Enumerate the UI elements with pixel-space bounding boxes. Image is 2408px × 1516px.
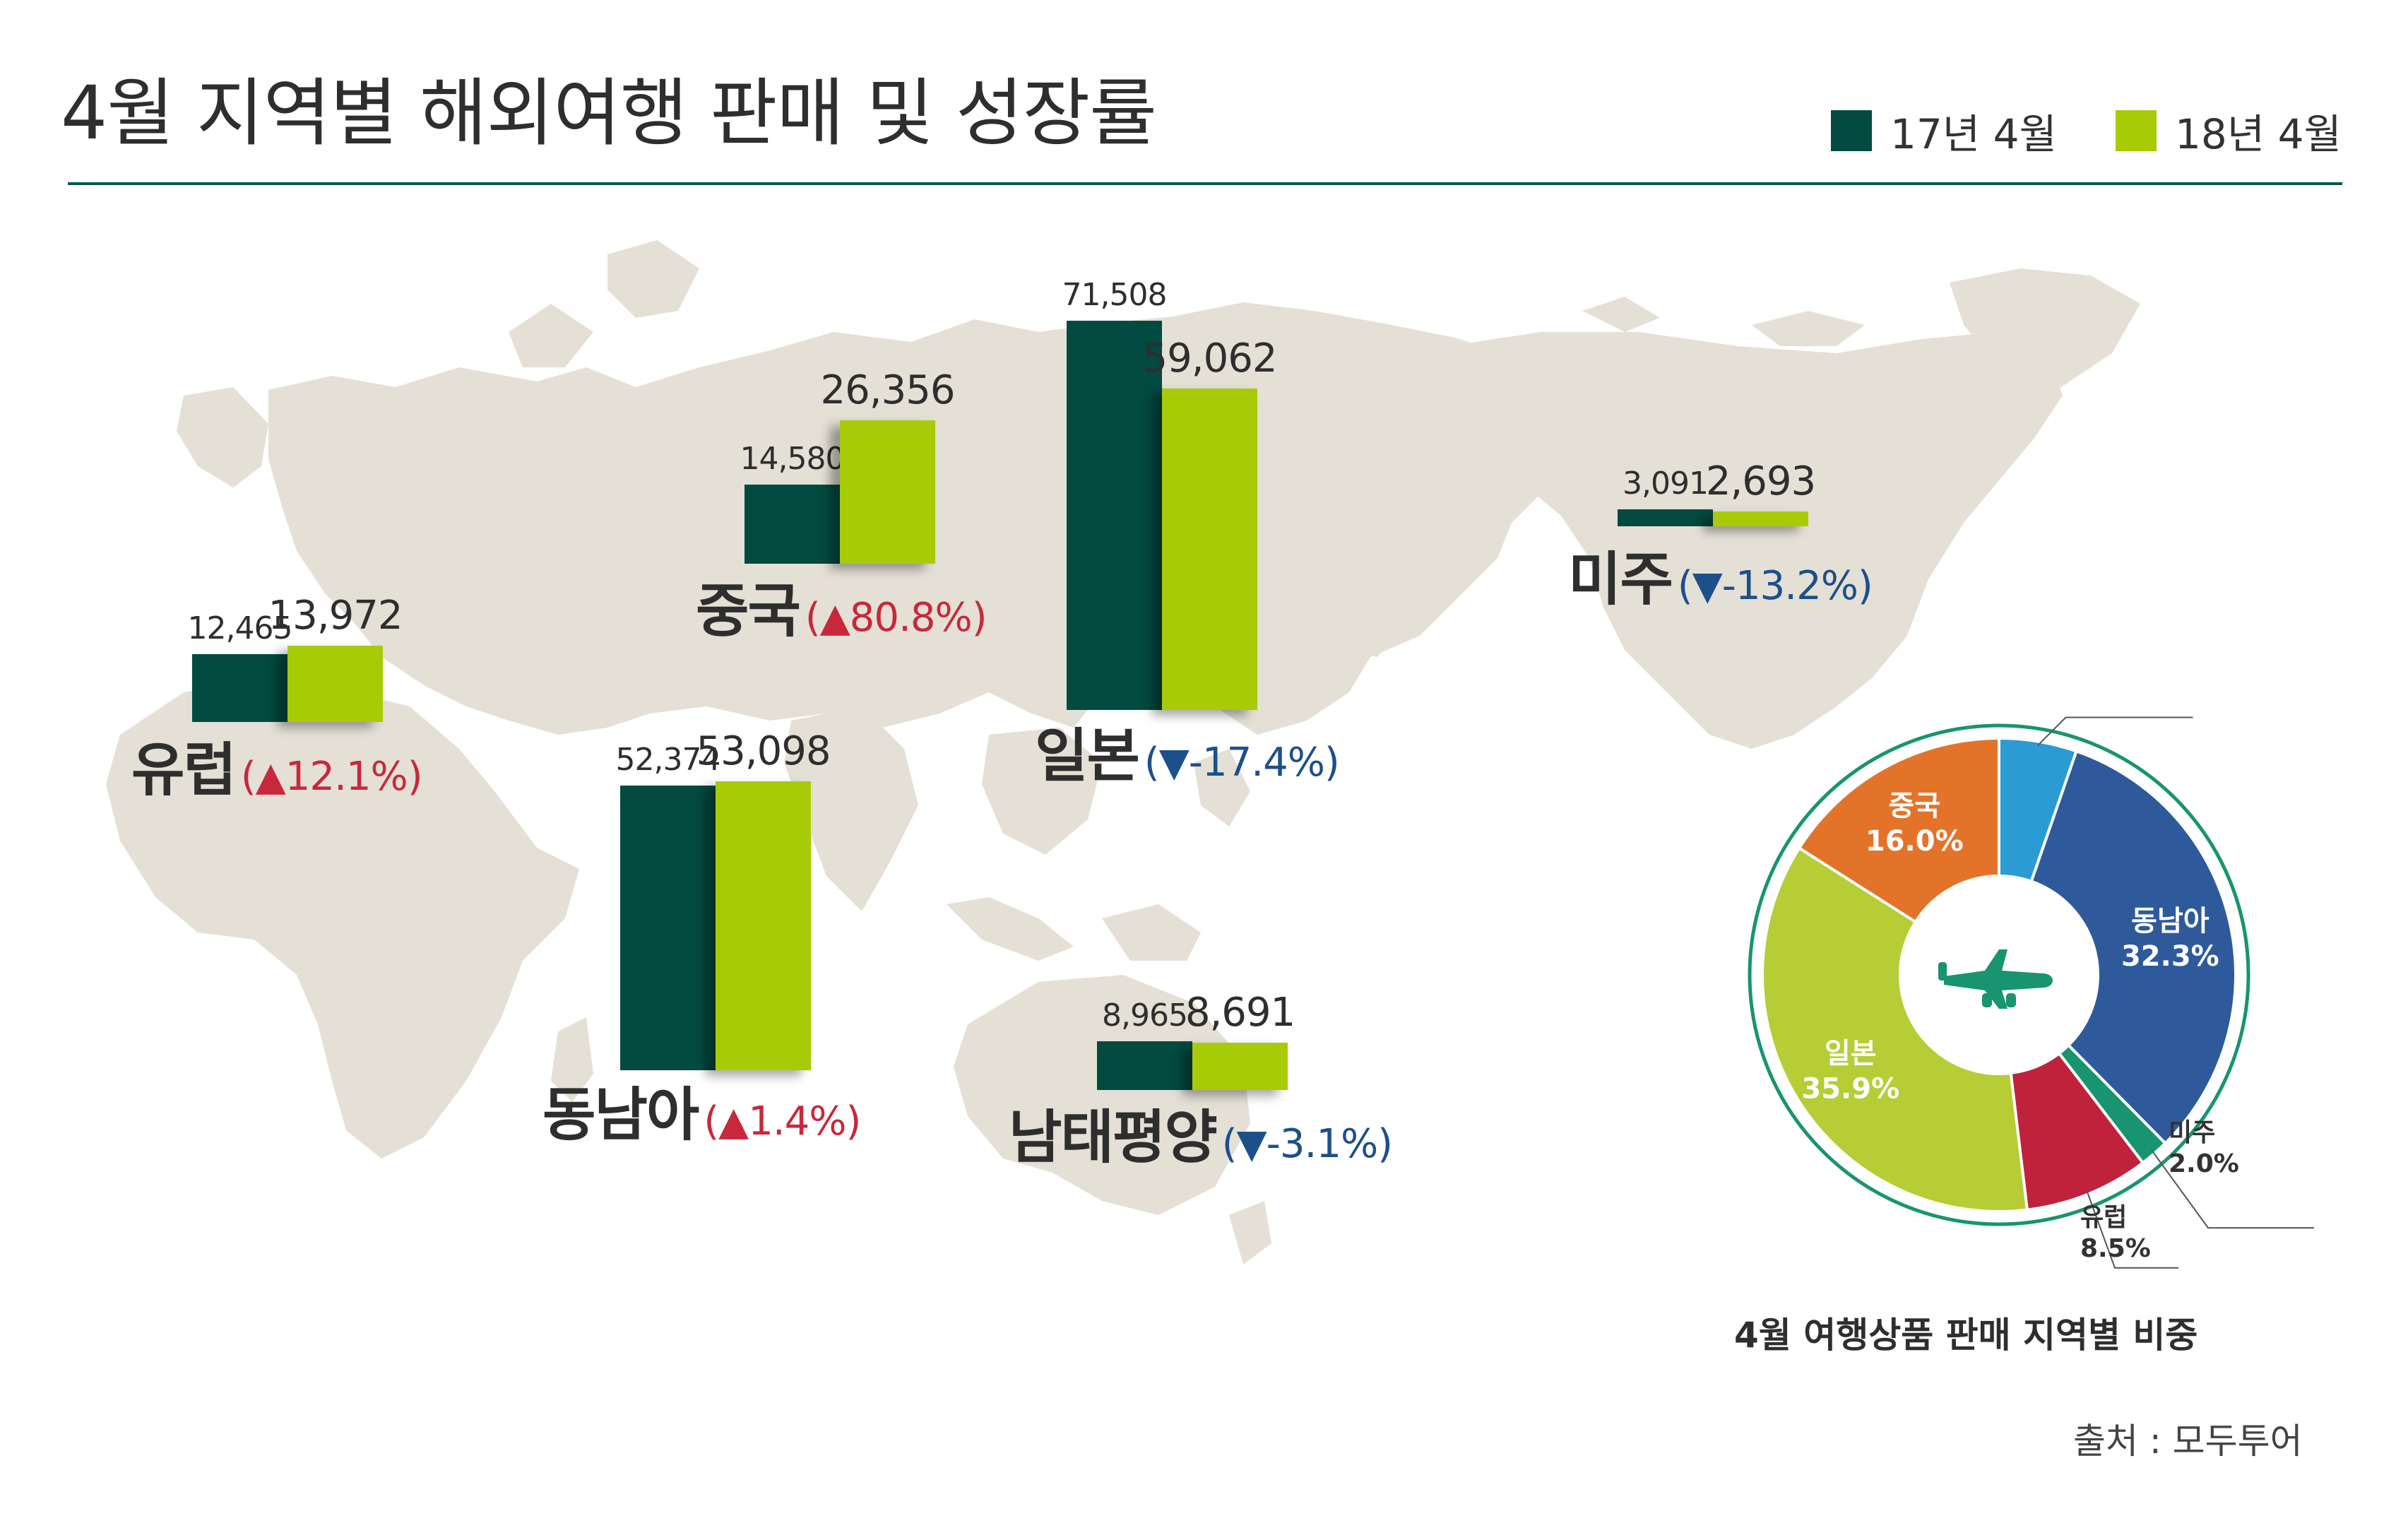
region-label-japan: 일본 (▼-17.4%) [1035, 723, 1340, 790]
bar-japan-17 [1067, 321, 1162, 710]
airplane-icon [1938, 949, 2053, 1009]
region-name-china: 중국 [696, 578, 801, 645]
value-label-china-18: 26,356 [820, 367, 956, 414]
region-name-americas: 미주 [1568, 546, 1673, 613]
bar-southeast-asia-18 [716, 781, 811, 1070]
region-label-south-pacific: 남태평양 (▼-3.1%) [1009, 1104, 1393, 1171]
bar-south-pacific-18 [1192, 1043, 1288, 1090]
region-label-americas: 미주 (▼-13.2%) [1568, 551, 1873, 609]
pie-label-value-2: 2.0% [2169, 1149, 2239, 1178]
legend-swatch-17 [1831, 110, 1872, 151]
value-label-americas-18: 2,693 [1705, 458, 1816, 505]
value-label-japan-18: 59,062 [1142, 336, 1278, 382]
bar-europe-18 [287, 646, 383, 722]
legend-swatch-18 [2116, 110, 2157, 151]
pie-leader-2 [2151, 1149, 2315, 1229]
pie-slice-1 [1997, 749, 2237, 1146]
region-name-southeast-asia: 동남아 [542, 1082, 699, 1149]
pie-leader-0 [2036, 716, 2193, 747]
pie-leader-3 [2086, 1190, 2178, 1269]
value-label-southeast-asia-18: 53,098 [696, 728, 831, 775]
value-label-americas-17: 3,091 [1623, 466, 1709, 502]
region-label-china: 중국 (▲80.8%) [696, 583, 987, 641]
legend-label-18: 18년 4월 [2175, 110, 2342, 158]
title-rule [68, 182, 2342, 185]
pie-label-value-1: 32.3% [2121, 940, 2219, 973]
source-note: 출처 : 모두투어 [2073, 1421, 2303, 1462]
pie-caption: 4월 여행상품 판매 지역별 비중 [1734, 1315, 2198, 1356]
pie-label-value-4: 35.9% [1801, 1072, 1899, 1105]
bar-south-pacific-17 [1097, 1041, 1192, 1090]
value-label-japan-17: 71,508 [1062, 277, 1168, 314]
bar-japan-18 [1162, 389, 1257, 710]
page-title: 4월 지역별 해외여행 판매 및 성장률 [61, 70, 1157, 156]
bar-china-18 [840, 420, 935, 564]
share-donut-chart: 동남아32.3%일본35.9%중국16.0%남태평양5.3%미주2.0%유럽8.… [1748, 716, 2315, 1269]
value-label-china-17: 14,580 [740, 440, 846, 477]
pie-slice-4 [1761, 846, 2029, 1213]
region-growth-europe: (▲12.1%) [240, 754, 423, 800]
value-label-southeast-asia-17: 52,374 [615, 741, 721, 778]
pie-label-name-4: 일본 [1825, 1037, 1877, 1070]
legend-item-18: 18년 4월 [2116, 106, 2342, 158]
pie-label-value-5: 16.0% [1866, 825, 1964, 858]
region-growth-southeast-asia: (▲1.4%) [704, 1098, 861, 1144]
pie-label-name-2: 미주 [2169, 1118, 2215, 1147]
legend-label-17: 17년 4월 [1890, 110, 2057, 158]
region-growth-americas: (▼-13.2%) [1677, 563, 1873, 609]
bar-china-17 [745, 484, 840, 564]
bar-southeast-asia-17 [620, 785, 716, 1070]
bar-americas-17 [1618, 509, 1713, 526]
value-label-south-pacific-18: 8,691 [1185, 990, 1295, 1036]
pie-label-name-3: 유럽 [2080, 1203, 2127, 1232]
value-label-europe-18: 13,972 [268, 593, 403, 639]
legend-item-17: 17년 4월 [1831, 106, 2057, 158]
region-name-south-pacific: 남태평양 [1009, 1104, 1218, 1171]
value-label-europe-17: 12,465 [187, 610, 293, 647]
bar-europe-17 [192, 654, 287, 722]
bar-americas-18 [1713, 511, 1808, 526]
region-name-europe: 유럽 [131, 737, 237, 804]
value-label-south-pacific-17: 8,965 [1102, 997, 1188, 1034]
region-growth-south-pacific: (▼-3.1%) [1221, 1121, 1393, 1167]
region-label-europe: 유럽 (▲12.1%) [131, 737, 423, 804]
pie-label-name-5: 중국 [1888, 790, 1940, 822]
region-growth-china: (▲80.8%) [805, 595, 987, 641]
pie-label-name-1: 동남아 [2131, 905, 2210, 937]
region-name-japan: 일본 [1035, 723, 1140, 790]
pie-label-value-3: 8.5% [2080, 1234, 2151, 1263]
region-growth-japan: (▼-17.4%) [1144, 740, 1340, 786]
region-label-southeast-asia: 동남아 (▲1.4%) [542, 1082, 861, 1149]
